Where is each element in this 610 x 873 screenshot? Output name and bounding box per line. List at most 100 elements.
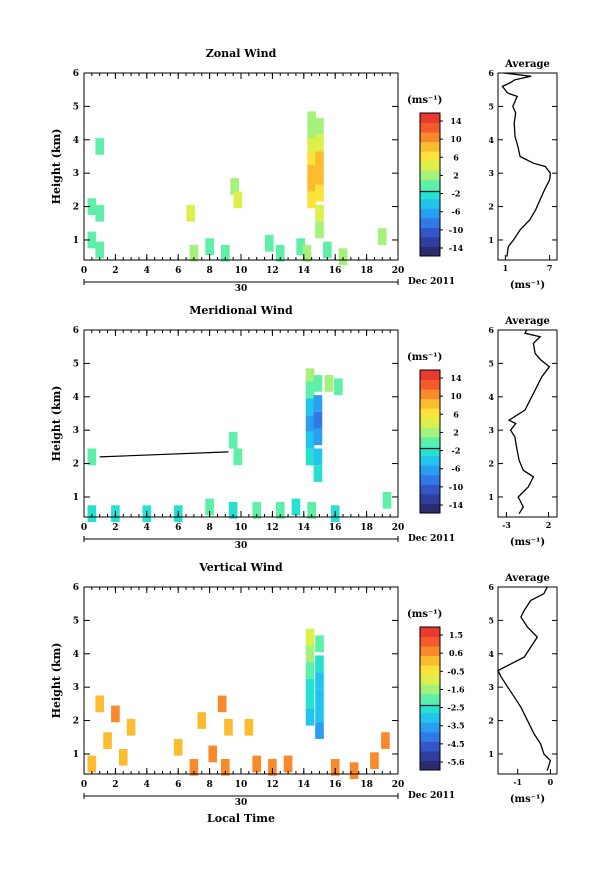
heatmap-cell — [87, 448, 97, 466]
x-tick-label: 6 — [175, 780, 181, 790]
y-tick-label: 3 — [73, 683, 79, 693]
avg-frame — [497, 329, 558, 518]
colorbar-segment — [420, 427, 440, 438]
avg-x-tick-label: -3 — [502, 520, 511, 530]
colorbar-segment — [420, 665, 440, 676]
heatmap-cell — [305, 628, 315, 646]
y-tick-label: 3 — [73, 426, 79, 436]
x-tick-label: 8 — [206, 266, 212, 276]
avg-y-tick-label: 4 — [488, 392, 494, 402]
colorbar-unit: (ms⁻¹) — [407, 95, 442, 106]
heatmap-cell — [315, 655, 324, 673]
date-label: Dec 2011 — [408, 277, 455, 287]
heatmap-cell — [205, 238, 214, 255]
avg-frame — [497, 72, 558, 261]
x-tick-label: 6 — [175, 523, 181, 533]
y-tick-label: 3 — [73, 169, 79, 179]
y-tick-label: 2 — [73, 717, 79, 727]
heatmap-cell — [220, 244, 230, 262]
y-tick-label: 2 — [73, 203, 79, 213]
heatmap-cell — [189, 244, 199, 262]
avg-title: Average — [504, 573, 550, 584]
colorbar-segment — [420, 436, 440, 447]
colorbar-tick-label: -4.5 — [447, 739, 464, 749]
avg-x-label: (ms⁻¹) — [510, 280, 545, 291]
x-tick-label: 16 — [329, 780, 342, 790]
heatmap-cell — [208, 745, 218, 763]
heatmap-cell — [370, 752, 379, 769]
colorbar-tick-label: 10 — [450, 391, 462, 401]
colorbar-segment — [420, 179, 440, 190]
avg-x-tick-label: 7 — [547, 263, 553, 273]
heatmap-cell — [275, 244, 285, 262]
heatmap-cell — [315, 134, 324, 152]
colorbar-frame — [419, 112, 441, 257]
heatmap-cell — [381, 732, 390, 749]
colorbar-segment — [420, 198, 440, 209]
heatmap-cell — [189, 758, 199, 776]
heatmap-cell — [307, 164, 316, 182]
colorbar-tick-label: -1.6 — [447, 684, 465, 694]
heatmap-cell — [126, 718, 136, 736]
heatmap-cell — [313, 465, 323, 482]
x-tick-label: 18 — [360, 523, 373, 533]
y-tick-label: 4 — [73, 650, 79, 660]
heatmap-cell — [95, 695, 105, 713]
colorbar-segment — [420, 217, 440, 228]
avg-y-tick-label: 5 — [488, 101, 494, 111]
heatmap-cell — [220, 758, 230, 776]
colorbar-segment — [420, 132, 440, 143]
plot-frame — [83, 586, 399, 775]
heatmap-cell — [307, 138, 316, 155]
x-tick-label: 14 — [298, 266, 311, 276]
heatmap-cell — [230, 178, 240, 195]
colorbar-segment — [420, 655, 440, 666]
x-tick-label: 20 — [392, 780, 405, 790]
x-tick-label: 10 — [235, 523, 248, 533]
y-tick-label: 4 — [73, 393, 79, 403]
heatmap-cell — [224, 718, 233, 736]
day-label: 30 — [235, 284, 248, 294]
colorbar-frame — [419, 369, 441, 514]
heatmap-cell — [315, 184, 324, 202]
heatmap-cell — [338, 248, 348, 266]
heatmap-cell — [275, 501, 285, 519]
colorbar-tick-label: 6 — [453, 152, 459, 162]
date-label: Dec 2011 — [408, 791, 455, 801]
x-tick-label: 16 — [329, 266, 342, 276]
colorbar-tick-label: -0.5 — [447, 666, 464, 676]
heatmap-cell — [197, 712, 207, 729]
avg-x-tick-label: -1 — [513, 777, 522, 787]
heatmap-cell — [323, 241, 332, 259]
y-tick-label: 6 — [73, 583, 79, 593]
x-tick-label: 10 — [235, 266, 248, 276]
x-tick-label: 8 — [206, 780, 212, 790]
plot-frame — [83, 329, 399, 518]
y-tick-label: 5 — [73, 102, 79, 112]
colorbar-tick-label: 10 — [450, 134, 462, 144]
heatmap-cell — [244, 718, 254, 736]
heatmap-cell — [305, 398, 315, 416]
colorbar-tick-label: -10 — [449, 482, 464, 492]
colorbar-segment — [420, 493, 440, 504]
heatmap-cell — [313, 448, 323, 466]
x-tick-label: 12 — [266, 523, 279, 533]
heatmap-cell — [313, 428, 323, 446]
heatmap-cell — [291, 498, 301, 516]
heatmap-cell — [307, 191, 316, 209]
colorbar-tick-label: -10 — [449, 225, 464, 235]
x-tick-label: 2 — [112, 266, 118, 276]
colorbar-segment — [420, 208, 440, 219]
x-tick-label: 10 — [235, 780, 248, 790]
avg-y-tick-label: 3 — [488, 168, 494, 178]
heatmap-cell — [377, 228, 387, 245]
colorbar-tick-label: -14 — [449, 500, 464, 510]
heatmap-cell — [315, 221, 324, 239]
avg-y-tick-label: 1 — [488, 235, 494, 245]
x-tick-label: 4 — [144, 523, 150, 533]
heatmap-cell — [307, 501, 316, 519]
heatmap-cell — [95, 241, 105, 259]
heatmap-cell — [305, 415, 315, 432]
heatmap-cell — [186, 204, 196, 222]
